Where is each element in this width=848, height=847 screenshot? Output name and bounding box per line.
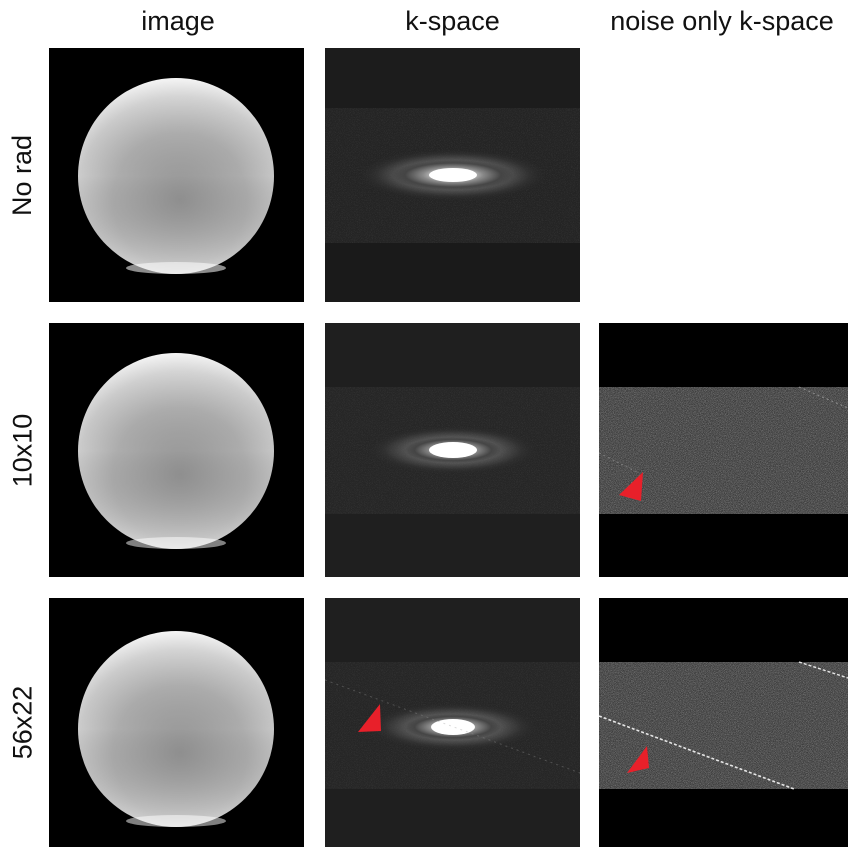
column-header-kspace: k-space [405, 6, 500, 36]
row-label-no-rad: No rad [0, 48, 46, 302]
row-label-text: 56x22 [7, 685, 38, 760]
image-panel-no-rad [49, 48, 304, 302]
row-label-10x10: 10x10 [0, 323, 46, 577]
column-header-noise-kspace: noise only k-space [610, 6, 834, 36]
noise-kspace-panel-56x22 [599, 598, 848, 847]
noise-kspace-panel-10x10 [599, 323, 848, 577]
red-arrowhead-icon [627, 746, 649, 773]
kspace-panel-10x10 [325, 323, 580, 577]
row-label-text: 10x10 [7, 413, 38, 487]
row-label-text: No rad [7, 134, 38, 216]
image-panel-10x10 [49, 323, 304, 577]
kspace-panel-no-rad [325, 48, 580, 302]
column-header-image: image [141, 6, 215, 36]
red-arrowhead-icon [358, 704, 381, 732]
image-panel-56x22 [49, 598, 304, 847]
row-label-56x22: 56x22 [0, 598, 46, 847]
kspace-panel-56x22 [325, 598, 580, 847]
red-arrowhead-icon [619, 472, 643, 501]
